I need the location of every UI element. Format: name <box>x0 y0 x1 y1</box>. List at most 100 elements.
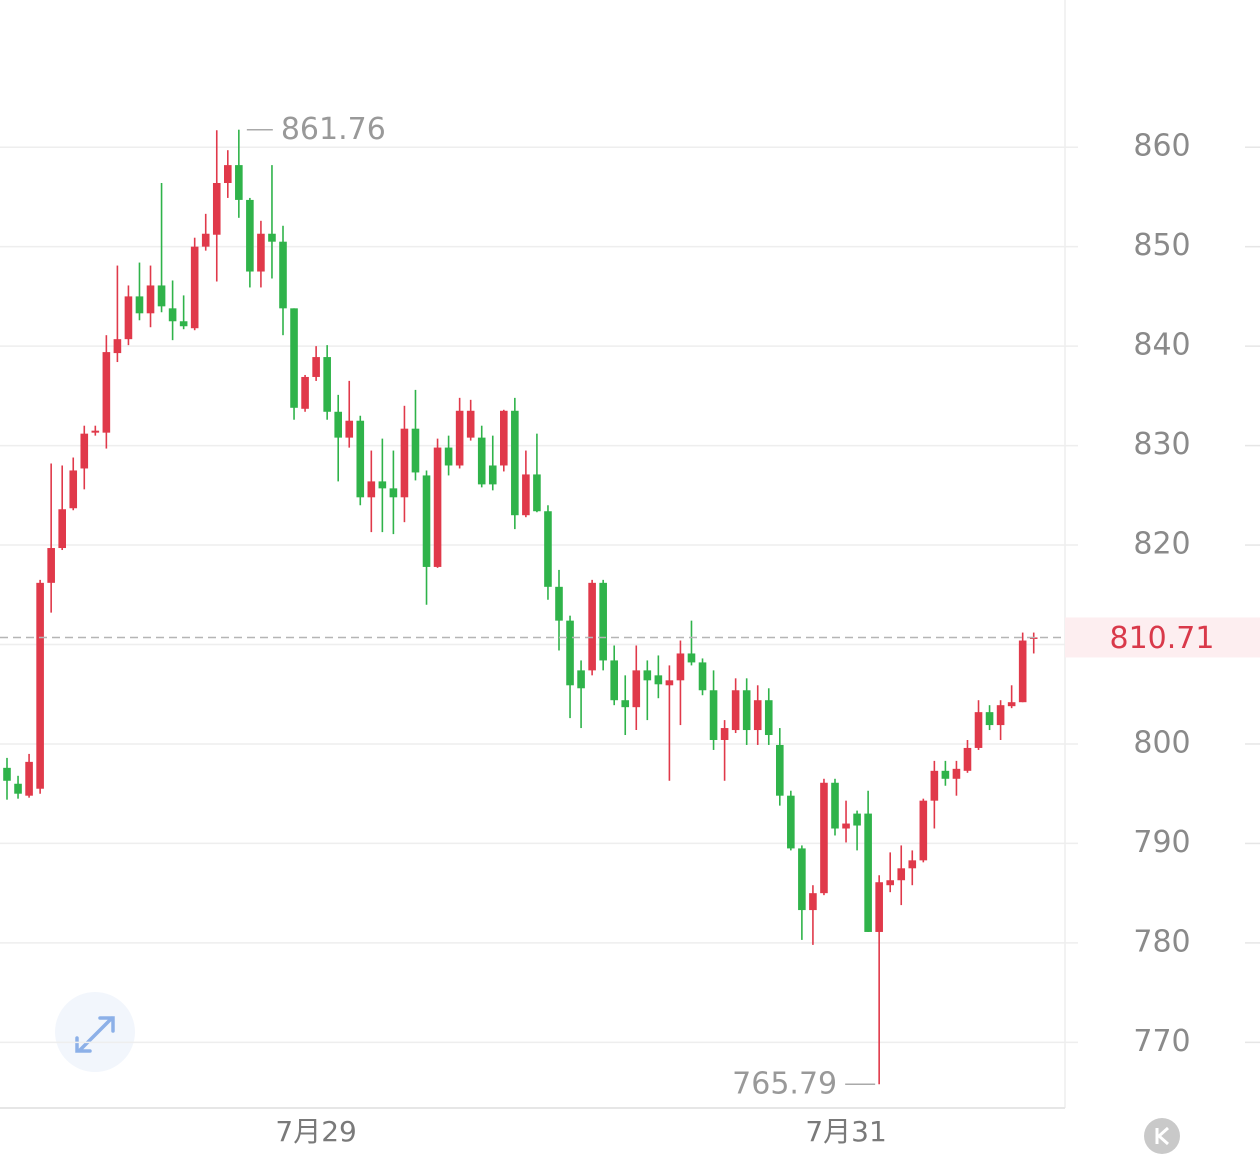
candle-body <box>168 308 177 322</box>
candle-body <box>930 770 939 801</box>
candle-body <box>875 882 883 932</box>
candle-body <box>25 761 33 796</box>
y-tick-label: 830 <box>1133 427 1190 462</box>
candle-body <box>367 481 376 498</box>
candle-body <box>831 782 839 829</box>
candle-body <box>610 660 618 701</box>
collapse-button[interactable] <box>1144 1118 1180 1154</box>
candle-body <box>146 285 155 314</box>
candle-body <box>246 199 254 272</box>
y-tick-label: 770 <box>1133 1024 1190 1059</box>
candle-body <box>433 447 442 567</box>
candle-body <box>1007 702 1016 707</box>
candle-body <box>886 880 894 886</box>
y-tick-label: 790 <box>1133 825 1190 860</box>
candle-body <box>455 410 464 466</box>
candle-body <box>544 511 552 587</box>
candle-body <box>201 233 210 247</box>
candle-body <box>334 411 342 438</box>
y-tick-label: 850 <box>1133 228 1190 263</box>
candle-body <box>444 447 453 466</box>
candle-body <box>190 246 199 329</box>
candle-body <box>179 321 188 327</box>
candle-body <box>676 653 685 681</box>
candle-body <box>477 437 486 485</box>
candle-body <box>798 848 806 911</box>
candle-body <box>599 582 607 661</box>
candle-body <box>323 357 331 412</box>
last-price-label: 810.71 <box>1110 621 1215 656</box>
candle-body <box>952 768 961 779</box>
candle-body <box>753 700 762 731</box>
candle-body <box>466 410 475 438</box>
candle-body <box>621 700 630 708</box>
y-tick-label: 820 <box>1133 527 1190 562</box>
candle-body <box>400 428 409 498</box>
candle-body <box>533 474 541 512</box>
candle-body <box>312 357 320 377</box>
candle-body <box>488 465 497 485</box>
candle-body <box>908 860 917 869</box>
candle-body <box>919 800 928 861</box>
candle-body <box>985 712 994 726</box>
candle-body <box>577 670 585 689</box>
y-tick-label: 860 <box>1133 129 1190 164</box>
candle-body <box>257 233 265 272</box>
candle-body <box>963 747 972 771</box>
candle-body <box>864 813 872 932</box>
candle-body <box>787 795 795 849</box>
candle-body <box>36 582 44 789</box>
candle-body <box>69 470 78 509</box>
candle-body <box>91 430 100 433</box>
low-label: 765.79 <box>732 1067 837 1102</box>
candle-body <box>14 783 22 794</box>
candle-body <box>378 481 387 489</box>
candle-body <box>411 428 420 473</box>
candle-body <box>853 813 861 826</box>
candle-body <box>974 712 983 748</box>
candle-body <box>422 475 431 567</box>
candle-body <box>279 241 287 309</box>
candle-body <box>555 586 563 621</box>
candle-body <box>665 680 674 686</box>
candle-body <box>742 690 751 731</box>
candle-body <box>731 690 740 731</box>
candle-body <box>290 308 298 408</box>
candle-body <box>687 653 696 663</box>
candle-body <box>268 233 276 242</box>
candle-body <box>212 183 221 235</box>
y-tick-label: 800 <box>1133 725 1190 760</box>
candle-body <box>102 352 111 433</box>
candle-body <box>124 296 133 340</box>
candle-body <box>224 165 232 184</box>
expand-button[interactable] <box>55 992 135 1072</box>
candle-body <box>709 690 718 740</box>
candle-body <box>389 488 398 498</box>
high-label: 861.76 <box>281 112 386 147</box>
candle-body <box>1018 640 1027 703</box>
candle-body <box>654 675 663 685</box>
candle-body <box>941 770 950 779</box>
candle-body <box>157 285 166 307</box>
candle-body <box>632 670 641 708</box>
candle-body <box>80 433 89 469</box>
candle-body <box>345 420 354 438</box>
candle-body <box>135 296 144 314</box>
candle-body <box>58 509 66 549</box>
candle-body <box>842 823 850 829</box>
candle-body <box>566 620 574 686</box>
candle-body <box>3 767 11 781</box>
candle-body <box>235 165 243 200</box>
candle-body <box>996 705 1005 726</box>
y-tick-label: 780 <box>1133 924 1190 959</box>
x-tick-label: 7月31 <box>805 1115 886 1148</box>
candle-body <box>588 582 596 671</box>
candle-body <box>776 744 784 796</box>
candle-body <box>764 700 773 736</box>
candle-body <box>698 662 707 691</box>
candle-body <box>500 410 508 466</box>
candle-body <box>643 670 652 681</box>
candle-body <box>356 420 365 498</box>
